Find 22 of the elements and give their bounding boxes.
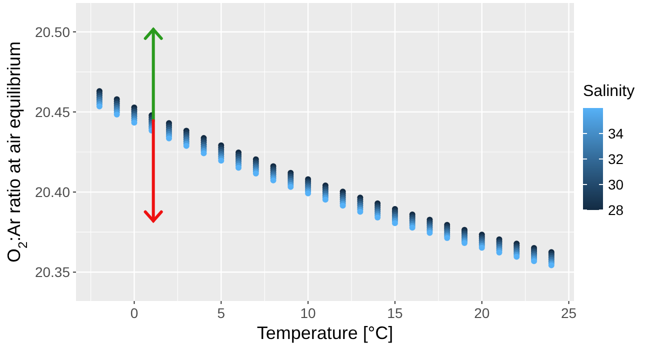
y-tick-label: 20.40 [34, 184, 70, 200]
color-bar-label: 30 [608, 176, 624, 192]
x-tick-label: 15 [387, 305, 403, 321]
x-tick-label: 25 [560, 305, 577, 321]
legend-title: Salinity [583, 83, 635, 100]
point [322, 196, 328, 203]
point [218, 158, 224, 164]
x-axis-title: Temperature [°C] [256, 323, 394, 343]
point [114, 112, 120, 118]
point [131, 120, 138, 126]
point [374, 214, 381, 221]
x-tick-label: 20 [474, 305, 490, 321]
x-tick-label: 5 [217, 305, 226, 321]
point [236, 164, 242, 171]
y-tick-label: 20.50 [34, 24, 70, 40]
color-bar-label: 34 [608, 126, 624, 142]
x-tick-label: 10 [300, 305, 316, 321]
y-tick-label: 20.35 [34, 264, 70, 280]
y-tick-label: 20.45 [34, 104, 70, 120]
x-tick-label: 0 [130, 305, 138, 321]
color-bar-label: 28 [608, 202, 624, 218]
color-bar-label: 32 [608, 151, 624, 167]
